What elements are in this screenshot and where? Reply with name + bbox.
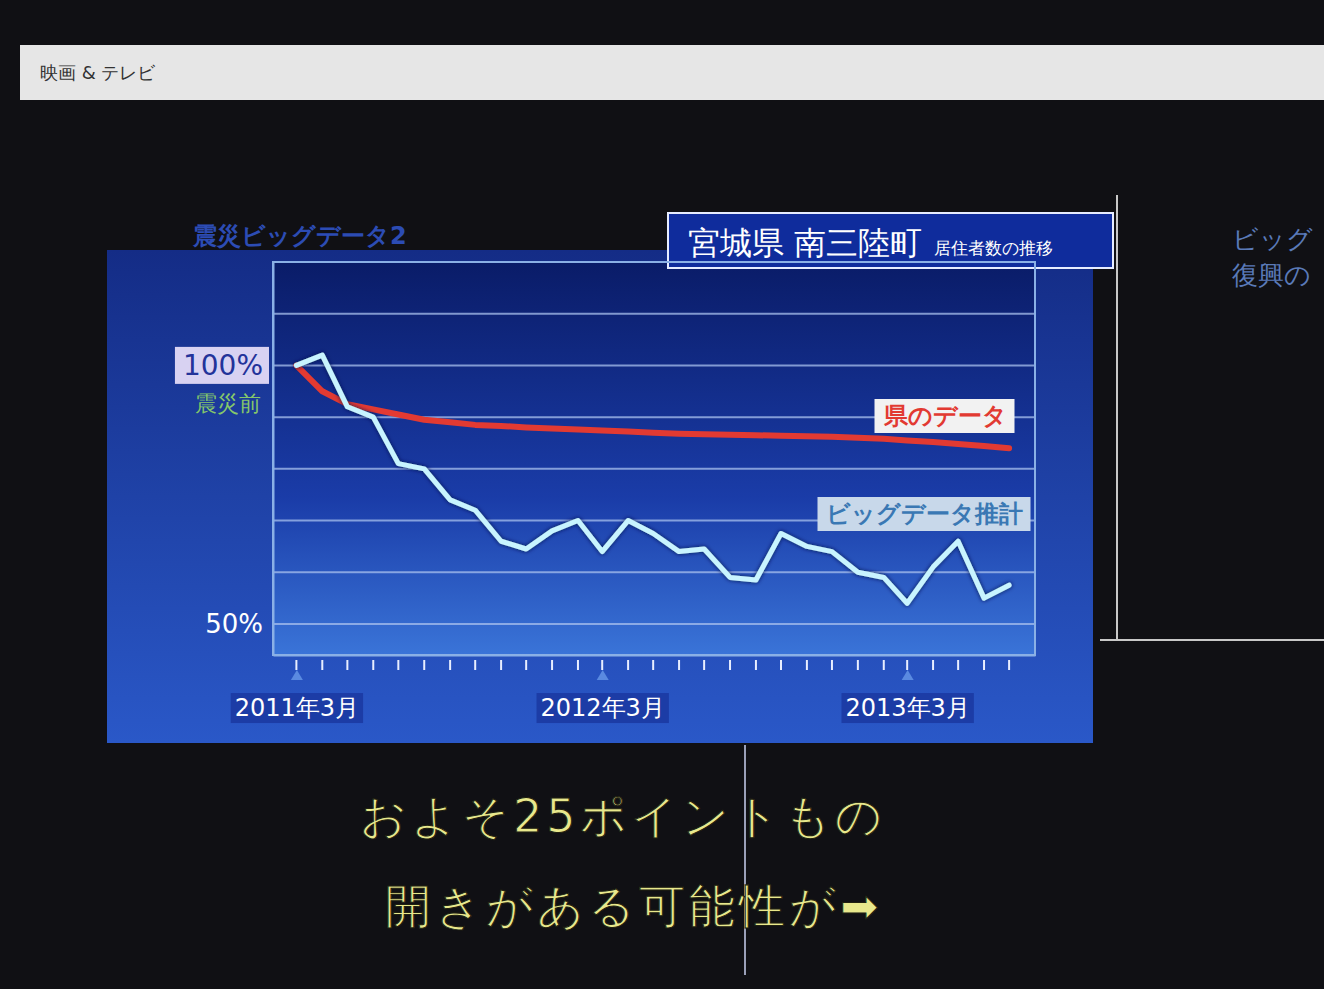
series-label-text: 県のデータ: [883, 402, 1007, 430]
minor-tick: [295, 660, 297, 670]
y-tick-label: 50%: [205, 609, 263, 639]
series-line: [296, 365, 1009, 448]
y-tick-box: [175, 347, 269, 384]
gridline: [273, 313, 1035, 315]
y-tick: 100%: [175, 347, 273, 384]
minor-tick: [857, 660, 859, 670]
minor-tick: [729, 660, 731, 670]
subtitle: 居住者数の推移: [934, 238, 1053, 258]
axis-line: [273, 263, 275, 656]
series-label-text: ビッグデータ推計: [826, 500, 1023, 528]
minor-tick: [703, 660, 705, 670]
series-line: [296, 355, 1009, 603]
gridline: [273, 364, 1035, 366]
caption: およそ25ポイントもの: [360, 789, 886, 843]
x-tick: 2011年3月: [231, 655, 363, 723]
minor-tick: [577, 660, 579, 670]
minor-tick: [678, 660, 680, 670]
plot-frame: [273, 262, 1035, 655]
x-tick-label: 2013年3月: [845, 694, 969, 722]
minor-tick: [551, 660, 553, 670]
minor-tick: [806, 660, 808, 670]
panel: [107, 250, 1093, 743]
minor-tick: [474, 660, 476, 670]
x-tick: 2013年3月: [841, 655, 973, 723]
title: 宮城県 南三陸町: [688, 224, 922, 262]
window-title: 映画 & テレビ: [40, 62, 156, 83]
gridline: [273, 468, 1035, 470]
minor-tick: [780, 660, 782, 670]
lines: [296, 355, 1009, 603]
x-tick-label: 2012年3月: [541, 694, 665, 722]
minor-tick: [372, 660, 374, 670]
minor-tick: [883, 660, 885, 670]
gridline: [273, 623, 1035, 625]
minor-tick: [652, 660, 654, 670]
minor-tick: [906, 660, 908, 670]
gridlines: [273, 314, 1035, 624]
header: 震災ビッグデータ2: [192, 222, 407, 250]
divider: [744, 745, 746, 975]
divider: [1100, 639, 1324, 641]
series-label-box: [875, 399, 1015, 433]
y-axis: 100% 50%: [175, 263, 274, 656]
window-bar: [20, 45, 1324, 100]
minor-tick: [397, 660, 399, 670]
x-tick-box: [841, 693, 973, 723]
gridline: [273, 571, 1035, 573]
divider: [1116, 195, 1118, 640]
y-tick-note: 震災前: [195, 391, 261, 416]
x-tick-pointer: [291, 670, 303, 680]
background: [0, 0, 1324, 989]
minor-tick: [932, 660, 934, 670]
x-axis: 2011年3月 2012年3月 2013年3月: [231, 655, 1036, 723]
screen: 映画 & テレビビッグ復興の 震災ビッグデータ2 宮城県 南三陸町居住者数の推移県の…: [0, 0, 1324, 989]
minor-tick: [449, 660, 451, 670]
series-label-box: [818, 497, 1031, 531]
y-tick: 50%: [205, 609, 273, 639]
minor-ticks: [296, 660, 1009, 670]
series-label: ビッグデータ推計: [818, 497, 1031, 531]
side-text: ビッグ: [1232, 224, 1313, 254]
axis-line: [274, 655, 1036, 657]
side-text: 復興の: [1232, 260, 1311, 290]
y-tick-label: 100%: [183, 349, 263, 382]
x-tick-box: [231, 693, 363, 723]
caption: 開きがある可能性が➡: [385, 879, 883, 933]
x-tick-box: [537, 693, 669, 723]
minor-tick: [1008, 660, 1010, 670]
minor-tick: [346, 660, 348, 670]
x-tick: 2012年3月: [537, 655, 669, 723]
minor-tick: [423, 660, 425, 670]
x-tick-pointer: [902, 670, 914, 680]
minor-tick: [627, 660, 629, 670]
x-tick-pointer: [597, 670, 609, 680]
x-tick-label: 2011年3月: [235, 694, 359, 722]
minor-tick: [525, 660, 527, 670]
minor-tick: [321, 660, 323, 670]
plot-area: [273, 262, 1035, 655]
minor-tick: [500, 660, 502, 670]
minor-tick: [957, 660, 959, 670]
minor-tick: [831, 660, 833, 670]
minor-tick: [755, 660, 757, 670]
title-box: [668, 213, 1113, 268]
minor-tick: [983, 660, 985, 670]
minor-tick: [601, 660, 603, 670]
series-label: 県のデータ: [875, 399, 1015, 433]
